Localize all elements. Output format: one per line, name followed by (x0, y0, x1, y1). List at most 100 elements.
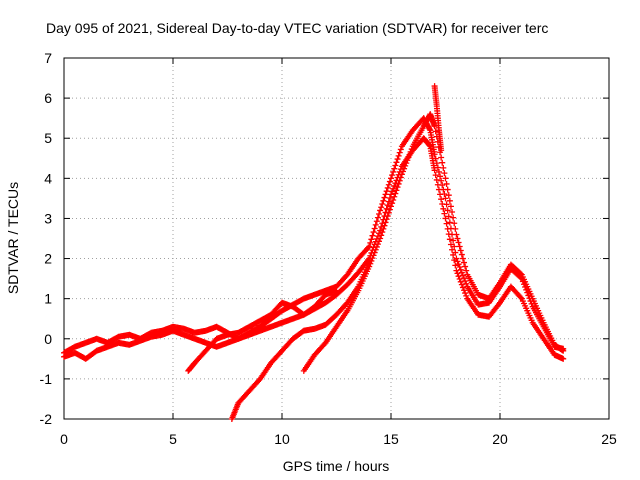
data-point (402, 162, 409, 169)
data-point (444, 186, 451, 193)
x-tick-label: 10 (274, 431, 290, 447)
data-point (383, 188, 390, 195)
data-point (453, 267, 460, 274)
data-point (367, 239, 374, 246)
data-point (452, 225, 459, 232)
data-point (455, 273, 462, 280)
data-point (462, 263, 469, 270)
data-point (454, 270, 461, 277)
data-point (458, 269, 465, 276)
data-point (439, 182, 446, 189)
data-point (463, 292, 470, 299)
data-point (560, 355, 567, 362)
data-point (450, 214, 457, 221)
data-point (403, 160, 410, 167)
data-point (439, 159, 446, 166)
data-point (560, 347, 567, 354)
data-point (433, 176, 440, 183)
data-point (380, 197, 387, 204)
y-tick-label: 7 (44, 50, 52, 66)
data-point (392, 190, 399, 197)
data-point (463, 280, 470, 287)
data-point (447, 241, 454, 248)
x-tick-label: 0 (60, 431, 68, 447)
data-point (456, 243, 463, 250)
data-point (454, 258, 461, 265)
series-track-d (300, 111, 567, 374)
data-point (383, 216, 390, 223)
data-point (383, 205, 390, 212)
data-point (385, 209, 392, 216)
data-point (456, 276, 463, 283)
data-point (431, 151, 438, 158)
data-point (457, 278, 464, 285)
data-point (459, 284, 466, 291)
data-point (461, 287, 468, 294)
data-point (391, 193, 398, 200)
chart-title: Day 095 of 2021, Sidereal Day-to-day VTE… (46, 20, 548, 36)
data-point (407, 148, 414, 155)
data-point (376, 238, 383, 245)
data-point (391, 165, 398, 172)
data-point (385, 181, 392, 188)
data-point (372, 221, 379, 228)
data-point (396, 177, 403, 184)
data-point (397, 174, 404, 181)
data-point (440, 164, 447, 171)
data-point (435, 168, 442, 175)
y-tick-label: 1 (44, 291, 52, 307)
data-point (458, 281, 465, 288)
data-point (369, 255, 376, 262)
data-point (398, 171, 405, 178)
data-point (391, 182, 398, 189)
data-point (374, 214, 381, 221)
data-point (457, 247, 464, 254)
data-point (369, 232, 376, 239)
data-point (445, 192, 452, 199)
x-tick-label: 25 (601, 431, 617, 447)
data-point (396, 149, 403, 156)
data-point (393, 159, 400, 166)
data-point (399, 168, 406, 175)
data-point (433, 160, 440, 167)
x-tick-label: 20 (492, 431, 508, 447)
data-point (388, 175, 394, 182)
data-point (441, 170, 448, 177)
data-point (384, 202, 391, 209)
x-tick-label: 15 (383, 431, 399, 447)
data-point (437, 173, 444, 180)
axis-ticks: 0 5 10 15 20 25 -2 -1 0 1 2 3 4 5 6 7 (40, 50, 617, 447)
y-tick-label: 3 (44, 210, 52, 226)
data-point (451, 243, 458, 250)
data-point (443, 220, 450, 227)
data-point (382, 219, 389, 226)
y-tick-label: 5 (44, 130, 52, 146)
plot-frame (63, 57, 610, 420)
data-point (377, 207, 384, 214)
data-point (366, 263, 373, 270)
data-point (389, 200, 396, 207)
data-point (441, 210, 448, 217)
data-point (438, 147, 445, 154)
data-point (384, 213, 391, 220)
data-point (392, 180, 399, 187)
data-point (426, 142, 433, 149)
data-point (440, 205, 447, 212)
data-point (450, 237, 457, 244)
data-point (459, 272, 466, 279)
data-point (368, 236, 375, 243)
data-point (373, 218, 380, 225)
data-point (441, 190, 448, 197)
data-point (453, 231, 460, 238)
data-point (443, 180, 450, 187)
data-point (380, 225, 387, 232)
data-point (447, 203, 454, 210)
data-point (434, 164, 441, 171)
data-point (394, 184, 401, 191)
y-tick-label: 4 (44, 170, 52, 186)
data-point (458, 251, 465, 258)
data-point (395, 180, 402, 187)
data-point (382, 191, 389, 198)
data-point (408, 146, 415, 153)
